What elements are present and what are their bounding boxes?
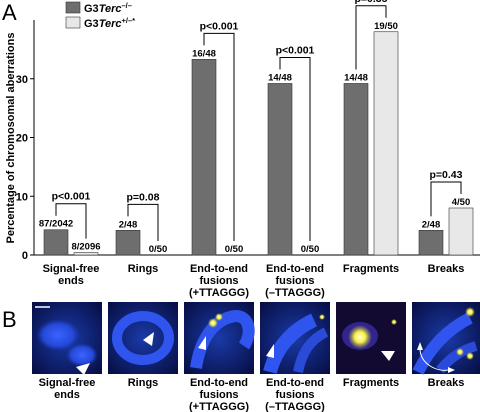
significance-bracket	[203, 32, 235, 241]
bar	[373, 31, 399, 256]
arrowhead-icon	[417, 342, 423, 350]
legend-label-g3-terc-het: G3Terc+/–*	[84, 16, 135, 30]
arrowhead-icon	[266, 344, 274, 358]
legend-label-g3-terc-null: G3Terc–/–	[84, 1, 132, 15]
p-value-label: p=0.43	[430, 169, 463, 181]
p-value-label: p=0.35	[355, 0, 388, 5]
micrograph-signal-free-ends	[32, 302, 102, 375]
y-axis-title: Percentage of chromosomal aberrations	[5, 33, 17, 244]
p-value-label: p<0.001	[276, 44, 315, 56]
y-tick-label: 30	[16, 74, 28, 86]
significance-bracket	[279, 56, 311, 241]
bar	[115, 230, 141, 256]
category-label: Fragments	[343, 263, 399, 275]
count-label: 14/48	[268, 72, 292, 83]
count-label: 16/48	[192, 48, 216, 59]
count-label: 0/50	[149, 244, 168, 255]
category-label: (+TTAGGG)	[189, 287, 249, 299]
p-value-label: p<0.001	[52, 191, 91, 203]
micrograph-label: ends	[54, 389, 80, 401]
category-label: fusions	[275, 275, 314, 287]
p-value-label: p<0.001	[200, 20, 239, 32]
micrograph-label: Breaks	[428, 377, 465, 389]
legend: G3Terc–/– G3Terc+/–*	[65, 1, 135, 30]
legend-swatch-g3-terc-null	[65, 1, 81, 14]
category-label: (–TTAGGG)	[265, 287, 325, 299]
micrograph-fragments	[336, 302, 406, 374]
category-label: Rings	[128, 263, 159, 275]
bar	[448, 207, 474, 256]
bar-chart: 0 10 20 30 87/2042 8/2096 p<0.001 Signal-freeen…	[16, 0, 480, 299]
category-label: ends	[58, 275, 84, 287]
micrograph-label: (+TTAGGG)	[189, 401, 249, 412]
category-label: Signal-free	[43, 263, 100, 275]
category-label: End-to-end	[266, 263, 324, 275]
count-label: 14/48	[344, 72, 368, 83]
count-label: 8/2096	[71, 242, 100, 253]
arrowhead-icon	[143, 332, 154, 346]
count-label: 0/50	[301, 244, 320, 255]
micrograph-fusions-minus	[260, 302, 330, 374]
category-label: Breaks	[428, 263, 465, 275]
legend-swatch-g3-terc-het	[65, 16, 81, 29]
micrograph-label: End-to-end	[266, 377, 324, 389]
panel-label-a: A	[2, 0, 17, 25]
count-label: 19/50	[374, 21, 398, 32]
category-label: End-to-end	[190, 263, 248, 275]
significance-bracket	[55, 203, 87, 239]
significance-bracket	[355, 5, 387, 70]
count-label: 87/2042	[39, 219, 73, 230]
count-label: 0/50	[225, 244, 244, 255]
significance-bracket	[127, 203, 159, 241]
p-value-label: p=0.08	[127, 191, 160, 203]
category-label: fusions	[199, 275, 238, 287]
micrograph-label: (–TTAGGG)	[265, 401, 325, 412]
micrograph-rings	[108, 302, 178, 374]
micrograph-label: End-to-end	[190, 377, 248, 389]
arrowhead-icon	[448, 367, 455, 373]
panel-label-b: B	[2, 307, 17, 332]
arrowhead-icon	[198, 336, 206, 350]
bar	[73, 252, 99, 256]
y-tick-label: 20	[16, 133, 28, 145]
micrograph-label: Signal-free	[39, 377, 96, 389]
bar	[191, 59, 217, 256]
micrograph-fusions-plus	[184, 302, 255, 374]
y-tick-label: 10	[16, 191, 28, 203]
arrowhead-icon	[381, 351, 395, 361]
micrograph-label: Rings	[128, 377, 159, 389]
y-tick-label: 0	[22, 250, 28, 262]
micrograph-label: fusions	[199, 389, 238, 401]
bar	[343, 83, 369, 256]
count-label: 4/50	[452, 197, 471, 208]
count-label: 2/48	[119, 219, 138, 230]
micrograph-breaks	[412, 302, 480, 375]
count-label: 2/48	[422, 219, 441, 230]
bar	[418, 230, 444, 256]
significance-bracket	[430, 181, 462, 217]
bar	[43, 229, 69, 256]
micrograph-label: Fragments	[343, 377, 399, 389]
bar	[267, 83, 293, 256]
micrograph-row	[32, 302, 480, 375]
arrowhead-icon	[76, 363, 90, 375]
micrograph-label: fusions	[275, 389, 314, 401]
arrow-icon	[419, 347, 449, 371]
